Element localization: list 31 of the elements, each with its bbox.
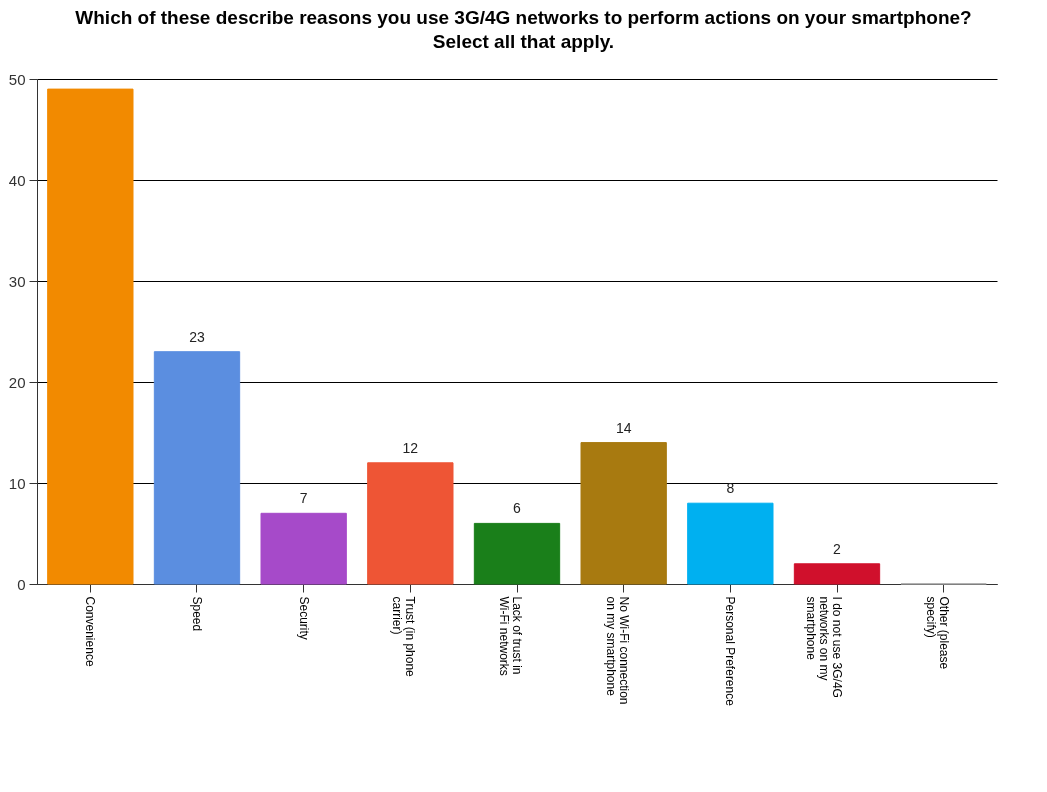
bar bbox=[793, 563, 881, 585]
x-tick-label: Convenience bbox=[83, 596, 98, 667]
bar bbox=[260, 512, 347, 585]
x-tick-label: Speed bbox=[190, 596, 204, 632]
x-tick-label: No Wi-Fi connection on my smartphone bbox=[603, 596, 631, 705]
data-label: 12 bbox=[402, 439, 419, 456]
y-tick-label: 20 bbox=[8, 373, 26, 391]
y-tick-label: 0 bbox=[17, 575, 26, 593]
y-tick-label: 50 bbox=[8, 70, 26, 88]
x-tick-label: I do not use 3G/4G networks on my smartphone bbox=[804, 596, 844, 698]
y-tick-label: 40 bbox=[8, 171, 26, 189]
bar bbox=[687, 502, 774, 585]
bar bbox=[473, 522, 561, 585]
x-tick-label: Other (please specify) bbox=[923, 596, 951, 670]
data-label: 14 bbox=[615, 419, 632, 436]
bar bbox=[367, 462, 454, 585]
y-tick-label: 10 bbox=[8, 474, 26, 492]
x-tick-label: Security bbox=[296, 596, 311, 640]
data-label: 7 bbox=[299, 490, 308, 507]
data-label: 6 bbox=[513, 500, 522, 517]
bar bbox=[47, 88, 134, 585]
data-label: 2 bbox=[833, 540, 842, 557]
data-label: 8 bbox=[726, 480, 735, 497]
y-tick-label: 30 bbox=[8, 272, 26, 290]
bar bbox=[153, 351, 241, 585]
x-tick-label: Personal Preference bbox=[723, 596, 738, 707]
chart-title: Which of these describe reasons you use 3G/4G networks to perform actions on your smartphone? Select all that apply. bbox=[74, 6, 973, 54]
bar bbox=[580, 442, 667, 585]
x-tick-label: Lack of trust in Wi-Fi networks bbox=[497, 596, 524, 676]
x-tick-label: Trust (in phone carrier) bbox=[390, 596, 418, 678]
data-label: 23 bbox=[189, 328, 205, 345]
